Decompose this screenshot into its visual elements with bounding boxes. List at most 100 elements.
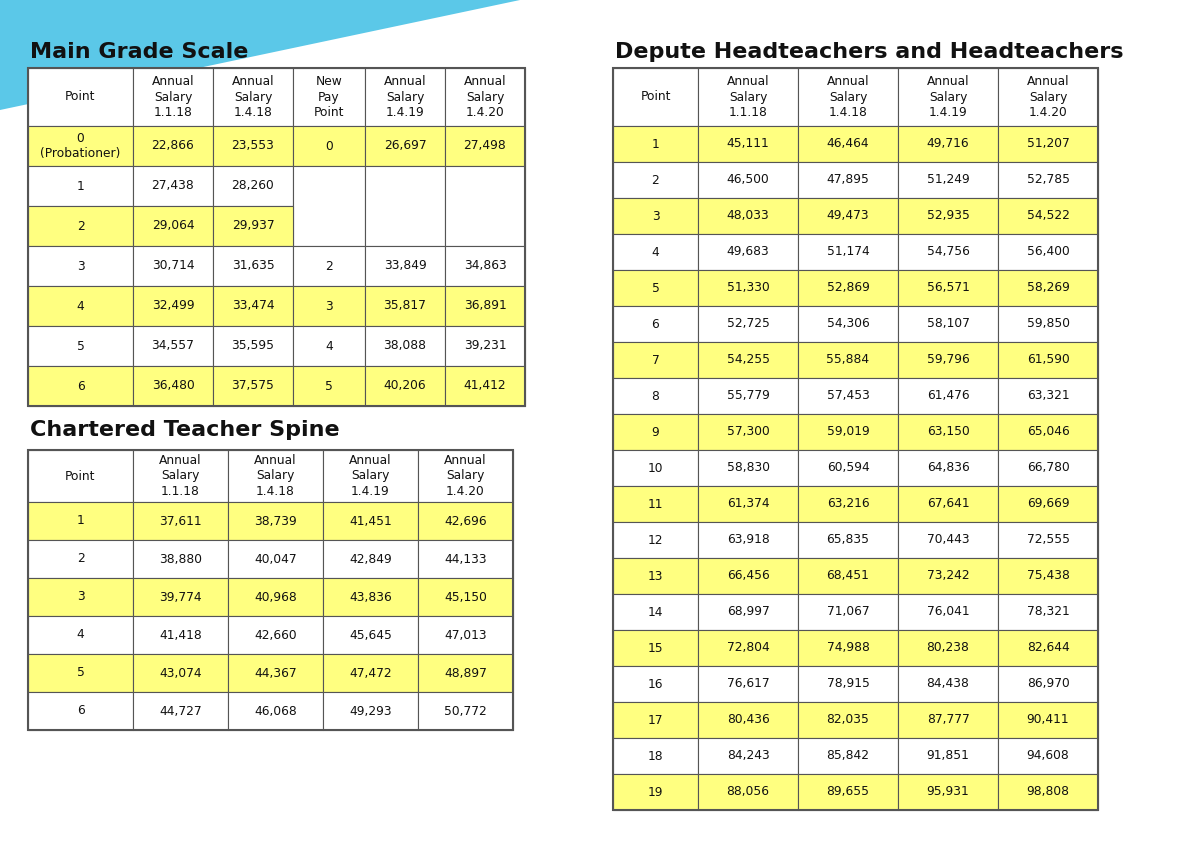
Bar [898,414,998,450]
Text: 85,842: 85,842 [827,749,870,762]
Text: 46,464: 46,464 [827,138,869,150]
Text: 36,891: 36,891 [463,300,506,312]
Text: Annual
Salary
1.1.18: Annual Salary 1.1.18 [727,75,769,119]
Text: 5: 5 [652,282,660,295]
Text: 65,046: 65,046 [1027,425,1069,439]
Text: 39,774: 39,774 [160,591,202,603]
Text: 27,498: 27,498 [463,139,506,153]
Bar [798,126,898,162]
Bar [228,450,323,502]
Text: 84,438: 84,438 [926,678,970,690]
Text: Depute Headteachers and Headteachers: Depute Headteachers and Headteachers [616,42,1123,62]
Bar [798,522,898,558]
Text: 54,522: 54,522 [1026,209,1069,223]
Bar [28,616,133,654]
Bar [898,198,998,234]
Text: 37,611: 37,611 [160,515,202,528]
Text: 74,988: 74,988 [827,641,870,654]
Text: 27,438: 27,438 [151,180,194,192]
Bar [798,270,898,306]
Bar [293,166,365,246]
Text: 88,056: 88,056 [726,786,769,798]
Bar [898,378,998,414]
Bar [698,162,798,198]
Text: 34,863: 34,863 [463,259,506,273]
Bar [613,234,698,270]
Bar [445,366,526,406]
Bar [28,366,133,406]
Text: 49,293: 49,293 [349,705,392,717]
Bar [228,502,323,540]
Text: 78,915: 78,915 [827,678,870,690]
Text: 22,866: 22,866 [151,139,194,153]
Bar [323,450,418,502]
Bar [365,126,445,166]
Text: 8: 8 [652,389,660,403]
Text: 37,575: 37,575 [232,380,275,392]
Bar [613,738,698,774]
Bar [998,378,1098,414]
Bar [365,326,445,366]
Text: 69,669: 69,669 [1027,497,1069,511]
Text: 3: 3 [652,209,659,223]
Text: 43,836: 43,836 [349,591,392,603]
Text: 49,716: 49,716 [926,138,970,150]
Text: 76,041: 76,041 [926,605,970,619]
Bar [28,68,133,126]
Bar [133,286,214,326]
Text: 87,777: 87,777 [926,713,970,727]
Bar [365,286,445,326]
Bar [798,306,898,342]
Bar [698,666,798,702]
Text: 40,206: 40,206 [384,380,426,392]
Bar [133,126,214,166]
Text: 68,451: 68,451 [827,570,870,582]
Bar [698,774,798,810]
Text: 51,330: 51,330 [727,282,769,295]
Bar [898,522,998,558]
Bar [798,342,898,378]
Bar [133,366,214,406]
Text: Annual
Salary
1.4.19: Annual Salary 1.4.19 [384,75,426,119]
Text: 33,474: 33,474 [232,300,275,312]
Text: 46,500: 46,500 [727,174,769,187]
Bar [998,342,1098,378]
Bar [698,738,798,774]
Bar [613,594,698,630]
Text: 40,968: 40,968 [254,591,296,603]
Bar [133,540,228,578]
Bar [898,486,998,522]
Bar [613,270,698,306]
Text: Annual
Salary
1.4.19: Annual Salary 1.4.19 [926,75,970,119]
Text: 32,499: 32,499 [151,300,194,312]
Bar [798,738,898,774]
Text: 5: 5 [77,339,84,353]
Text: 73,242: 73,242 [926,570,970,582]
Bar [445,126,526,166]
Text: 58,269: 58,269 [1026,282,1069,295]
Bar [28,126,133,166]
Bar [133,450,228,502]
Text: 3: 3 [77,259,84,273]
Bar [28,206,133,246]
Text: 44,367: 44,367 [254,667,296,679]
Bar [698,378,798,414]
Text: 3: 3 [325,300,332,312]
Text: 47,472: 47,472 [349,667,392,679]
Text: 13: 13 [648,570,664,582]
Bar [698,234,798,270]
Text: Annual
Salary
1.4.20: Annual Salary 1.4.20 [463,75,506,119]
Text: 63,918: 63,918 [727,533,769,547]
Bar [798,594,898,630]
Text: 82,644: 82,644 [1027,641,1069,654]
Bar [698,630,798,666]
Bar [998,522,1098,558]
Bar [293,326,365,366]
Bar [418,578,514,616]
Bar [214,326,293,366]
Text: 55,884: 55,884 [827,354,870,366]
Bar [293,366,365,406]
Bar [613,630,698,666]
Bar [798,378,898,414]
Text: 63,216: 63,216 [827,497,869,511]
